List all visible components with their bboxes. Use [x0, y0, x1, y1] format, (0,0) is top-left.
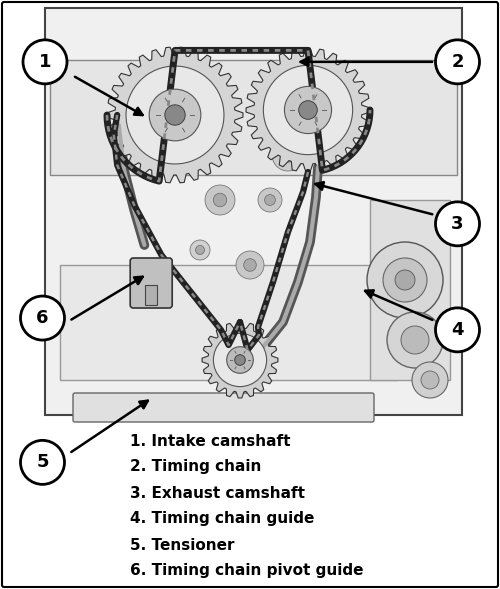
Circle shape	[20, 296, 64, 340]
Bar	[45, 8, 462, 415]
Circle shape	[401, 326, 429, 354]
Circle shape	[214, 333, 266, 386]
Circle shape	[234, 355, 246, 365]
Circle shape	[126, 66, 224, 164]
Circle shape	[436, 40, 480, 84]
Text: 5. Tensioner: 5. Tensioner	[130, 538, 234, 552]
Text: 6. Timing chain pivot guide: 6. Timing chain pivot guide	[130, 564, 364, 578]
Circle shape	[149, 89, 201, 141]
Polygon shape	[202, 322, 278, 398]
Circle shape	[140, 140, 150, 150]
Text: 3. Exhaust camshaft: 3. Exhaust camshaft	[130, 485, 305, 501]
Circle shape	[213, 193, 227, 207]
FancyBboxPatch shape	[130, 258, 172, 308]
Circle shape	[23, 40, 67, 84]
Circle shape	[20, 441, 64, 484]
Text: 4: 4	[451, 321, 464, 339]
Circle shape	[236, 251, 264, 279]
Circle shape	[226, 347, 254, 373]
Text: 4. Timing chain guide: 4. Timing chain guide	[130, 511, 314, 527]
Text: 2: 2	[451, 53, 464, 71]
Circle shape	[258, 188, 282, 212]
Circle shape	[133, 133, 157, 157]
FancyBboxPatch shape	[73, 393, 374, 422]
Bar	[145, 285, 157, 305]
Text: 2. Timing chain: 2. Timing chain	[130, 459, 262, 475]
Circle shape	[367, 242, 443, 318]
Circle shape	[185, 140, 205, 160]
Circle shape	[383, 258, 427, 302]
Circle shape	[412, 362, 448, 398]
Circle shape	[190, 240, 210, 260]
Text: 5: 5	[36, 454, 49, 471]
Text: 1: 1	[39, 53, 52, 71]
Circle shape	[298, 101, 318, 120]
Bar	[60, 265, 397, 380]
Bar	[50, 60, 457, 175]
Circle shape	[436, 308, 480, 352]
Polygon shape	[107, 47, 243, 183]
Circle shape	[272, 139, 304, 171]
Circle shape	[284, 87, 332, 134]
Circle shape	[436, 202, 480, 246]
Circle shape	[264, 194, 276, 206]
Circle shape	[244, 259, 256, 272]
Text: 1. Intake camshaft: 1. Intake camshaft	[130, 434, 290, 448]
Circle shape	[264, 65, 352, 155]
Circle shape	[190, 145, 200, 154]
Polygon shape	[246, 48, 370, 172]
Circle shape	[196, 246, 204, 254]
Circle shape	[421, 371, 439, 389]
Circle shape	[165, 105, 185, 125]
Circle shape	[281, 148, 295, 162]
Circle shape	[387, 312, 443, 368]
Circle shape	[205, 185, 235, 215]
Text: 6: 6	[36, 309, 49, 327]
Bar	[370, 200, 450, 380]
Text: 3: 3	[451, 215, 464, 233]
Circle shape	[395, 270, 415, 290]
